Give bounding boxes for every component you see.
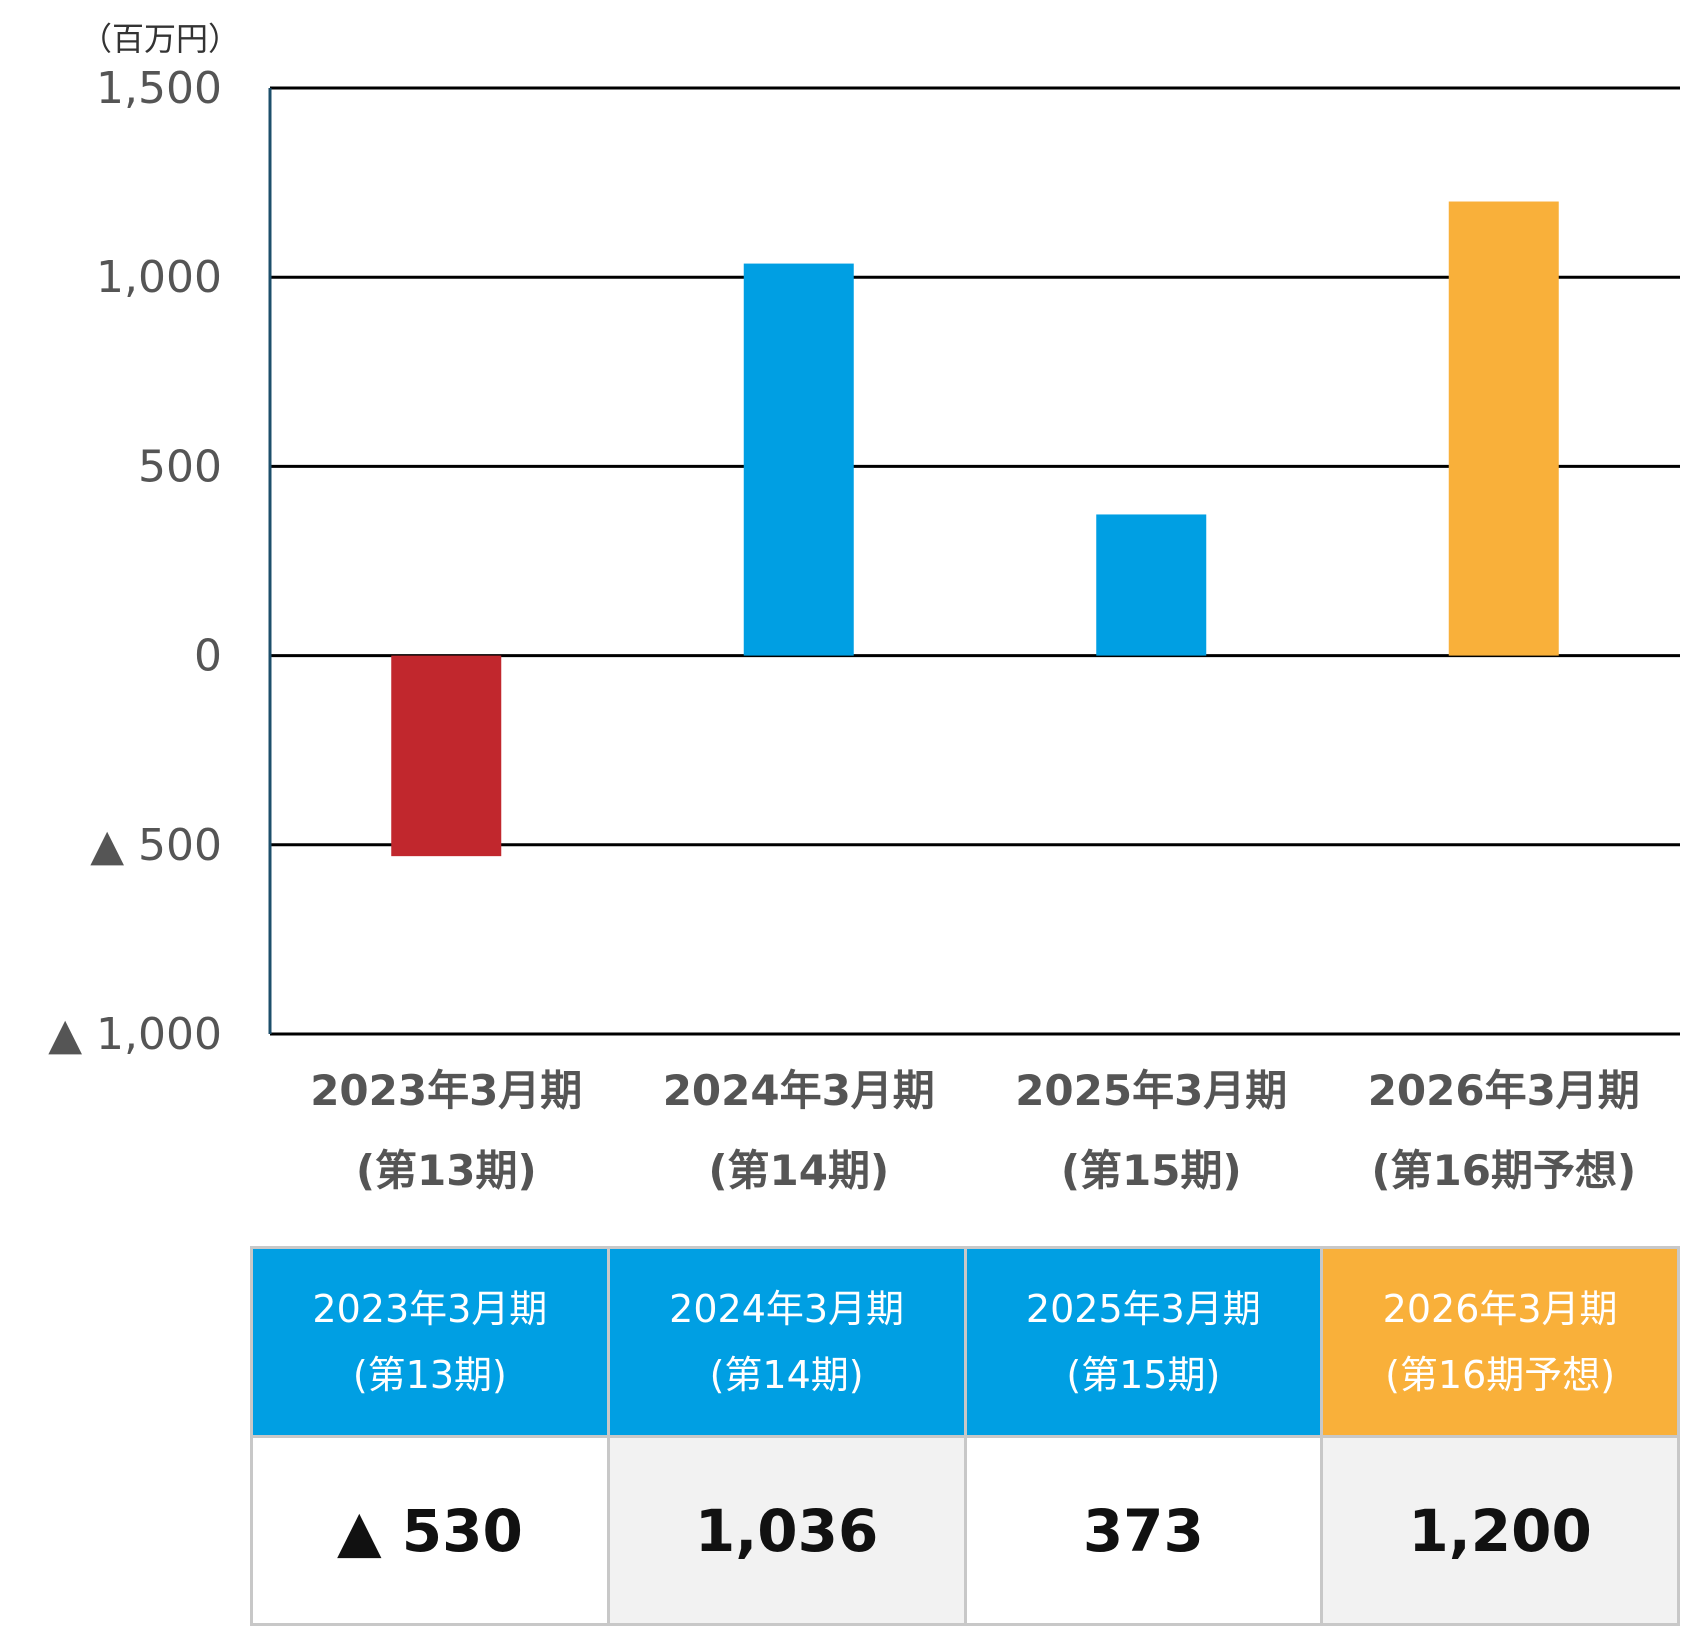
header-col-4: 2026年3月期 (第16期予想): [1320, 1246, 1680, 1438]
y-tick-label-4: 0: [194, 631, 222, 682]
y-tick-labels: 1,500 1,000 500 0 ▲ 500 ▲ 1,000: [48, 63, 222, 1060]
bar-4: [1448, 201, 1559, 656]
y-tick-label-3: 500: [138, 441, 222, 492]
y-tick-label-5: ▲ 500: [90, 820, 222, 871]
header-col-2: 2024年3月期 (第14期): [606, 1246, 967, 1438]
table-value-row: ▲ 530 1,036 373 1,200: [250, 1435, 1680, 1626]
bar-3: [1096, 514, 1207, 656]
bar-chart: （百万円） 1,500 1,000 500 0 ▲ 500 ▲ 1,000 2023年3月…: [48, 20, 1680, 1195]
value-cell-4: 1,200: [1320, 1435, 1680, 1626]
x-category-labels: 2023年3月期 (第13期) 2024年3月期 (第14期) 2025年3月期 (第15…: [310, 1066, 1640, 1195]
x-category-label-1-period: 2023年3月期: [310, 1066, 582, 1115]
unit-label: （百万円）: [80, 20, 240, 58]
header-col-2-period: 2024年3月期: [669, 1286, 905, 1331]
y-tick-label-6: ▲ 1,000: [48, 1009, 222, 1060]
header-col-1: 2023年3月期 (第13期): [250, 1246, 610, 1438]
x-category-label-2-term: (第14期): [708, 1146, 889, 1195]
header-col-4-term: (第16期予想): [1385, 1353, 1616, 1397]
header-col-3-period: 2025年3月期: [1025, 1286, 1261, 1331]
bar-1: [391, 655, 502, 857]
header-col-1-term: (第13期): [352, 1353, 507, 1397]
x-category-label-4-period: 2026年3月期: [1368, 1066, 1640, 1115]
header-col-2-term: (第14期): [709, 1353, 864, 1397]
header-col-1-period: 2023年3月期: [312, 1286, 548, 1331]
x-category-label-1-term: (第13期): [356, 1146, 537, 1195]
header-col-3: 2025年3月期 (第15期): [963, 1246, 1324, 1438]
bars-layer: [391, 201, 1559, 857]
bar-2: [743, 263, 854, 656]
y-tick-label-1: 1,500: [96, 63, 222, 114]
value-cell-3: 373: [963, 1435, 1324, 1626]
header-col-4-period: 2026年3月期: [1382, 1286, 1618, 1331]
summary-table: 2023年3月期 (第13期) 2024年3月期 (第14期) 2025年3月期…: [250, 1246, 1680, 1626]
x-category-label-4-term: (第16期予想): [1371, 1146, 1636, 1195]
value-cell-1: ▲ 530: [250, 1435, 610, 1626]
y-tick-label-2: 1,000: [96, 252, 222, 303]
x-category-label-3-period: 2025年3月期: [1015, 1066, 1287, 1115]
x-category-label-3-term: (第15期): [1061, 1146, 1242, 1195]
value-cell-2: 1,036: [606, 1435, 967, 1626]
x-category-label-2-period: 2024年3月期: [663, 1066, 935, 1115]
grid-layer: [270, 86, 1680, 1036]
table-header-row: 2023年3月期 (第13期) 2024年3月期 (第14期) 2025年3月期…: [250, 1246, 1680, 1438]
header-col-3-term: (第15期): [1066, 1353, 1221, 1397]
